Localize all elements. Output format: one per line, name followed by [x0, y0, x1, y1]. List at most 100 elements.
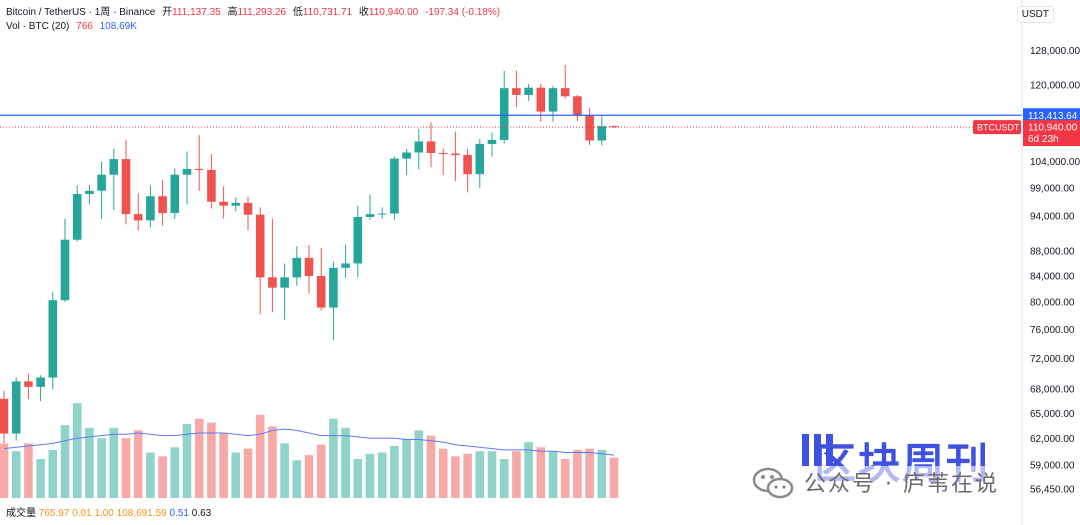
- y-tick-label: 59,000.00: [1030, 461, 1075, 472]
- ticker-label-box: [973, 120, 1021, 135]
- y-tick-label: 80,000.00: [1030, 298, 1075, 309]
- volume-bar: [60, 425, 70, 498]
- volume-ma-value: 108.69K: [99, 21, 137, 32]
- ticker-label: BTCUSDT: [977, 123, 1020, 133]
- wechat-icon: [752, 467, 794, 499]
- volume-bar: [158, 456, 167, 498]
- volume-bar: [426, 435, 436, 498]
- y-tick-label: 99,000.00: [1030, 184, 1075, 195]
- countdown-label: 6d 23h: [1028, 134, 1059, 145]
- candle-body: [438, 152, 448, 154]
- volume-bar: [573, 449, 582, 498]
- volume-bar: [182, 423, 192, 498]
- volume-bar: [609, 457, 619, 498]
- candle-body: [560, 88, 570, 97]
- volume-bar: [11, 451, 21, 498]
- candle-body: [414, 141, 424, 153]
- low-label: 低: [292, 7, 303, 18]
- candle-body: [402, 152, 411, 159]
- candle-body: [536, 87, 546, 112]
- candle-body: [11, 381, 21, 434]
- candle-body: [512, 88, 521, 95]
- y-tick-label: 84,000.00: [1030, 272, 1075, 283]
- candle-body: [182, 168, 192, 175]
- candle-body: [475, 143, 485, 175]
- candle-body: [451, 153, 460, 156]
- candle-body: [243, 202, 253, 215]
- change-value: -197.34 (-0.18%): [425, 7, 501, 18]
- candle-body: [158, 196, 167, 213]
- y-tick-label: 62,000.00: [1030, 434, 1075, 445]
- y-tick-label: 65,000.00: [1030, 409, 1075, 420]
- volume-bar: [536, 447, 546, 498]
- candles: [0, 65, 619, 444]
- volume-bar: [512, 451, 521, 498]
- y-tick-label: 56,450.00: [1030, 484, 1075, 495]
- candle-body: [365, 214, 375, 217]
- volume-bar: [402, 439, 411, 498]
- volume-bar: [0, 443, 9, 498]
- volume-bar: [390, 446, 399, 498]
- candle-body: [72, 194, 82, 240]
- volume-bar: [451, 456, 460, 498]
- candle-body: [97, 174, 106, 191]
- y-tick-label: 104,000.00: [1030, 157, 1080, 168]
- open-value: 111,137.35: [172, 7, 221, 18]
- currency-selector[interactable]: USDT: [1016, 6, 1054, 23]
- volume-bar: [133, 430, 143, 498]
- candle-body: [304, 257, 314, 277]
- volume-stat-2: 0.01: [72, 508, 92, 519]
- volume-bar: [255, 414, 265, 498]
- last-price-label: 110,940.00: [1028, 123, 1078, 134]
- candle-body: [85, 190, 94, 195]
- brand-logo-icon: [802, 434, 833, 466]
- candle-body: [207, 169, 216, 202]
- volume-bar: [280, 443, 289, 498]
- volume-bar: [548, 451, 558, 498]
- candle-body: [499, 88, 509, 140]
- high-value: 111,293.26: [237, 7, 287, 18]
- price-axis[interactable]: 128,000.00 120,000.00 104,000.00 99,000.00 9…: [1021, 0, 1080, 525]
- volume-stat-1: 765.97: [38, 508, 70, 519]
- candle-body: [585, 115, 594, 141]
- low-value: 110,731.71: [302, 7, 353, 18]
- volume-bar: [85, 427, 94, 498]
- volume-bar: [365, 453, 375, 498]
- volume-bar: [475, 451, 485, 498]
- price-level-label-box: [1023, 108, 1080, 123]
- candle-body: [548, 88, 558, 112]
- volume-bar: [377, 452, 387, 498]
- y-tick-label: 94,000.00: [1030, 211, 1075, 222]
- candle-body: [268, 277, 277, 288]
- candle-body: [121, 159, 131, 215]
- volume-bar: [560, 459, 570, 498]
- volume-bar: [499, 459, 509, 498]
- candle-body: [316, 276, 326, 308]
- volume-bar: [487, 451, 497, 498]
- open-label: 开: [162, 7, 173, 18]
- volume-value: 766: [76, 21, 93, 32]
- candle-body: [24, 381, 33, 387]
- y-tick-label: 72,000.00: [1030, 354, 1075, 365]
- candle-body: [377, 213, 387, 215]
- volume-bar: [524, 442, 533, 498]
- volume-bar: [48, 449, 58, 498]
- symbol-title[interactable]: Bitcoin / TetherUS · 1周 · Binance: [6, 7, 156, 18]
- volume-stat-6: 0.63: [191, 508, 212, 519]
- candle-body: [231, 202, 241, 206]
- candle-body: [390, 158, 399, 214]
- candle-body: [146, 196, 155, 221]
- volume-bar: [97, 438, 106, 498]
- volume-ma-line: [3, 428, 615, 456]
- volume-indicator-label[interactable]: Vol · BTC (20): [6, 21, 70, 32]
- volume-stat-4: 108,691.59: [116, 508, 167, 519]
- candle-body: [329, 267, 338, 308]
- candle-body: [609, 126, 619, 128]
- volume-bar: [329, 418, 338, 498]
- ohlc-row: Bitcoin / TetherUS · 1周 · Binance 开111,1…: [6, 6, 500, 20]
- candle-body: [219, 201, 228, 206]
- candle-body: [463, 155, 472, 175]
- volume-bar: [353, 459, 363, 498]
- close-value: 110,940.00: [368, 7, 419, 18]
